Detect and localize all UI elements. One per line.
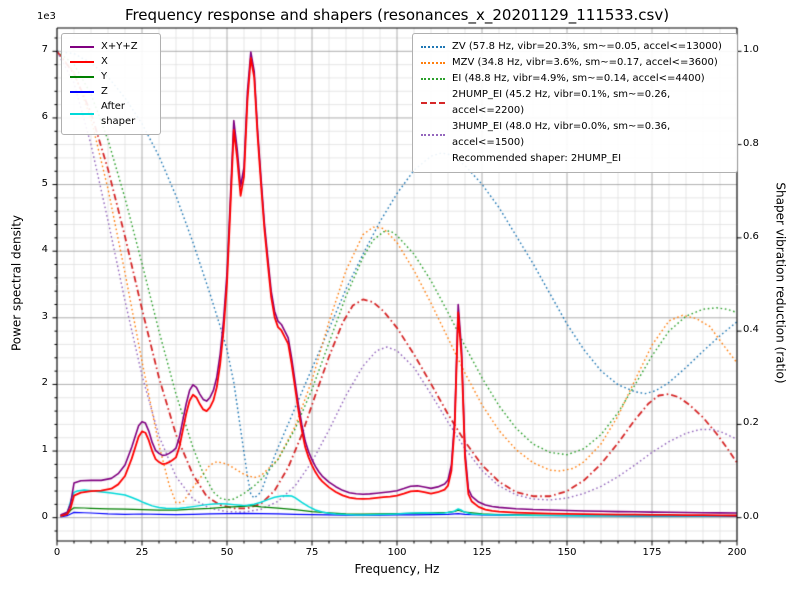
legend-item: 2HUMP_EI (45.2 Hz, vibr=0.1%, sm~=0.26, … (421, 87, 729, 119)
legend-item: Z (70, 84, 152, 99)
x-tick-label: 50 (220, 547, 234, 558)
legend-line-sample (70, 113, 94, 115)
legend-item: X+Y+Z (70, 39, 152, 54)
left-y-tick-label: 1 (41, 444, 48, 456)
x-tick-label: 25 (135, 547, 149, 558)
legend-line-sample (421, 78, 445, 80)
right-y-tick-label: 1.0 (743, 44, 759, 56)
x-axis-label: Frequency, Hz (354, 562, 440, 576)
right-y-tick-label: 0.4 (743, 324, 759, 336)
left-y-tick-label: 4 (41, 244, 48, 256)
psd-legend: X+Y+Z X Y Z After shaper (61, 33, 161, 135)
x-tick-label: 125 (472, 547, 492, 558)
left-y-axis-label: Power spectral density (9, 214, 24, 352)
left-y-tick-label: 7 (41, 44, 48, 56)
x-tick-label: 200 (727, 547, 747, 558)
legend-line-sample (421, 102, 445, 104)
legend-label: EI (48.8 Hz, vibr=4.9%, sm~=0.14, accel<… (452, 73, 705, 84)
chart-title: Frequency response and shapers (resonanc… (124, 6, 670, 24)
x-tick-label: 75 (305, 547, 319, 558)
right-y-tick-label: 0.0 (743, 510, 759, 522)
x-tick-label: 0 (53, 547, 61, 558)
legend-label: X+Y+Z (101, 41, 138, 52)
legend-item: 3HUMP_EI (48.0 Hz, vibr=0.0%, sm~=0.36, … (421, 119, 729, 151)
left-y-tick-label: 5 (41, 177, 48, 189)
legend-label: X (101, 56, 108, 67)
legend-label: Y (101, 71, 108, 82)
legend-line-sample (70, 75, 94, 78)
legend-item: EI (48.8 Hz, vibr=4.9%, sm~=0.14, accel<… (421, 71, 729, 87)
right-y-tick-label: 0.8 (743, 137, 759, 149)
legend-label: 3HUMP_EI (48.0 Hz, vibr=0.0%, sm~=0.36, … (452, 121, 671, 148)
legend-label: 2HUMP_EI (45.2 Hz, vibr=0.1%, sm~=0.26, … (452, 89, 671, 116)
legend-line-sample (421, 62, 445, 64)
legend-line-sample (70, 60, 94, 63)
legend-item: After shaper (70, 99, 152, 129)
legend-label: MZV (34.8 Hz, vibr=3.6%, sm~=0.17, accel… (452, 57, 718, 68)
right-y-tick-label: 0.2 (743, 417, 759, 429)
left-y-tick-label: 2 (41, 377, 48, 389)
legend-label: After shaper (101, 101, 136, 127)
legend-item: X (70, 54, 152, 69)
x-tick-label: 100 (387, 547, 407, 558)
legend-item: Y (70, 69, 152, 84)
right-y-axis-label: Shaper vibration reduction (ratio) (773, 182, 788, 384)
legend-label: ZV (57.8 Hz, vibr=20.3%, sm~=0.05, accel… (452, 41, 722, 52)
left-y-tick-label: 3 (41, 310, 48, 322)
legend-line-sample (70, 45, 94, 48)
legend-label: Z (101, 86, 108, 97)
recommended-shaper-note: Recommended shaper: 2HUMP_EI (452, 153, 622, 164)
shaper-legend: ZV (57.8 Hz, vibr=20.3%, sm~=0.05, accel… (412, 33, 738, 173)
left-y-tick-label: 0 (41, 510, 48, 522)
x-tick-label: 150 (557, 547, 577, 558)
axis-offset-text: 1e3 (37, 11, 56, 22)
right-y-tick-label: 0.6 (743, 230, 759, 242)
x-tick-label: 175 (642, 547, 662, 558)
left-y-tick-label: 6 (41, 110, 48, 122)
legend-line-sample (70, 90, 94, 93)
legend-line-sample (421, 46, 445, 48)
legend-item: MZV (34.8 Hz, vibr=3.6%, sm~=0.17, accel… (421, 55, 729, 71)
legend-line-sample (421, 134, 445, 136)
legend-item: ZV (57.8 Hz, vibr=20.3%, sm~=0.05, accel… (421, 39, 729, 55)
